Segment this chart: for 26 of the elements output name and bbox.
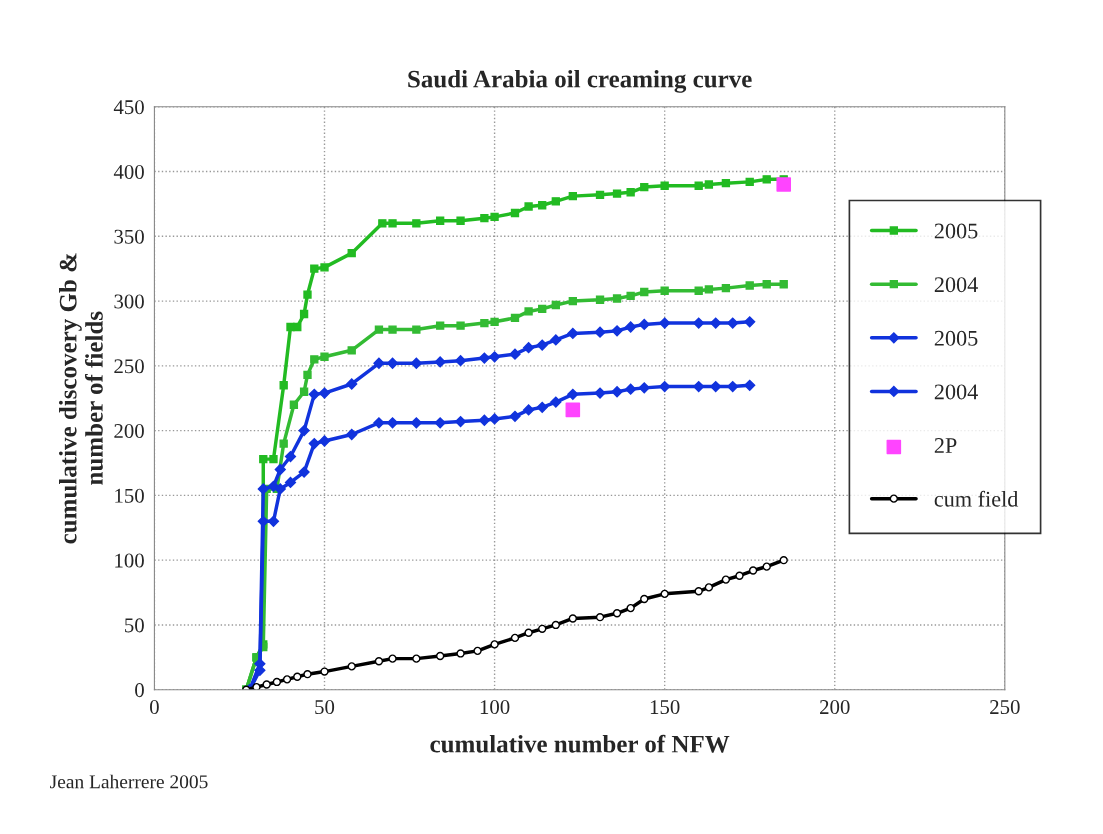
x-axis-title: cumulative number of NFW bbox=[430, 734, 730, 753]
text: Jean Laherrere 2005 bbox=[50, 774, 208, 789]
y-tick-label: 100 bbox=[115, 553, 144, 568]
legend-label: 2005 bbox=[934, 330, 978, 346]
x-tick-label: 50 bbox=[315, 700, 335, 715]
y-tick-label: 350 bbox=[114, 229, 144, 244]
y-axis-title: cumulative discovery Gb & number of fields bbox=[59, 253, 103, 544]
chart-title: Saudi Arabia oil creaming curve bbox=[408, 69, 752, 93]
x-tick-label: 100 bbox=[480, 700, 510, 715]
legend-label: 2004 bbox=[934, 384, 978, 400]
y-tick-label: 200 bbox=[114, 424, 144, 439]
x-tick-label: 250 bbox=[990, 700, 1020, 715]
y-tick-label: 400 bbox=[113, 164, 144, 179]
y-tick-label: 50 bbox=[125, 618, 144, 633]
x-tick-label: 150 bbox=[650, 700, 680, 715]
y-tick-label: 300 bbox=[114, 294, 144, 309]
legend-label: 2P bbox=[934, 438, 957, 453]
y-tick-label: 0 bbox=[135, 683, 144, 698]
legend-label: 2005 bbox=[934, 223, 978, 239]
x-tick-label: 200 bbox=[820, 700, 850, 715]
legend-label: 2004 bbox=[934, 277, 978, 293]
x-tick-label: 0 bbox=[150, 700, 159, 715]
legend-label: cum field bbox=[934, 490, 1019, 507]
y-tick-label: 150 bbox=[115, 488, 144, 503]
y-tick-label: 450 bbox=[113, 100, 144, 115]
y-tick-label: 250 bbox=[114, 359, 144, 374]
